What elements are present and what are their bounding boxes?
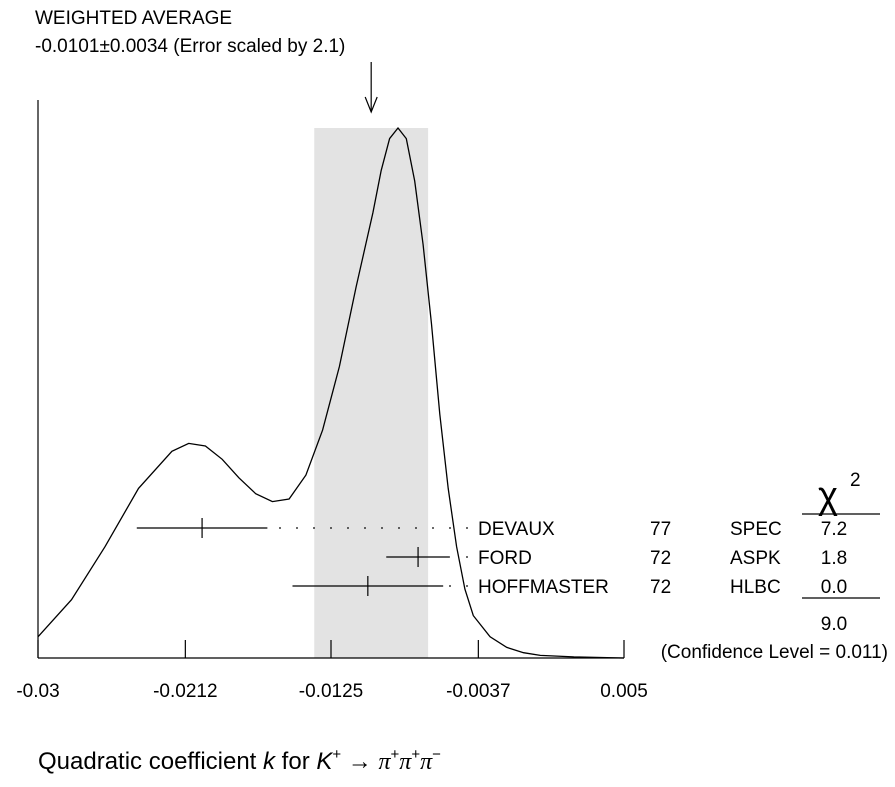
measurement-author: DEVAUX xyxy=(478,519,555,540)
leader-dot xyxy=(398,527,400,529)
average-arrow-icon xyxy=(364,96,378,114)
x-tick-label: -0.03 xyxy=(16,681,59,702)
measurement-year: 72 xyxy=(650,577,671,598)
x-tick-label: 0.005 xyxy=(600,681,648,702)
measurement-author: FORD xyxy=(478,548,532,569)
leader-dot xyxy=(449,585,451,587)
measurement-year: 77 xyxy=(650,519,671,540)
weighted-average-band xyxy=(314,128,429,658)
chi2-symbol: χ xyxy=(818,475,838,517)
leader-dot xyxy=(466,556,468,558)
measurement-author: HOFFMASTER xyxy=(478,577,609,598)
leader-dot xyxy=(347,527,349,529)
leader-dot xyxy=(381,527,383,529)
ideogram-curve xyxy=(37,126,625,659)
measurement-technique: SPEC xyxy=(730,519,782,540)
leader-dot xyxy=(296,527,298,529)
chi2-total: 9.0 xyxy=(821,614,847,635)
confidence-level: (Confidence Level = 0.011) xyxy=(661,642,888,663)
x-axis-label: Quadratic coefficient k for K+ → π+π+π− xyxy=(38,746,441,775)
measurement-technique: HLBC xyxy=(730,577,781,598)
weighted-average-value: -0.0101±0.0034 (Error scaled by 2.1) xyxy=(35,36,345,57)
leader-dot xyxy=(330,527,332,529)
chart-title: WEIGHTED AVERAGE xyxy=(35,8,232,29)
measurement-chi2: 1.8 xyxy=(821,548,847,569)
x-tick-label: -0.0125 xyxy=(299,681,363,702)
measurement-year: 72 xyxy=(650,548,671,569)
measurement-technique: ASPK xyxy=(730,548,781,569)
chi2-exponent: 2 xyxy=(850,470,861,491)
leader-dot xyxy=(364,527,366,529)
leader-dot xyxy=(466,585,468,587)
measurement-chi2: 0.0 xyxy=(821,577,847,598)
leader-dot xyxy=(415,527,417,529)
measurement-chi2: 7.2 xyxy=(821,519,847,540)
leader-dot xyxy=(466,527,468,529)
x-tick-label: -0.0037 xyxy=(446,681,510,702)
leader-dot xyxy=(432,527,434,529)
leader-dot xyxy=(279,527,281,529)
leader-dot xyxy=(313,527,315,529)
x-tick-label: -0.0212 xyxy=(153,681,217,702)
leader-dot xyxy=(449,527,451,529)
